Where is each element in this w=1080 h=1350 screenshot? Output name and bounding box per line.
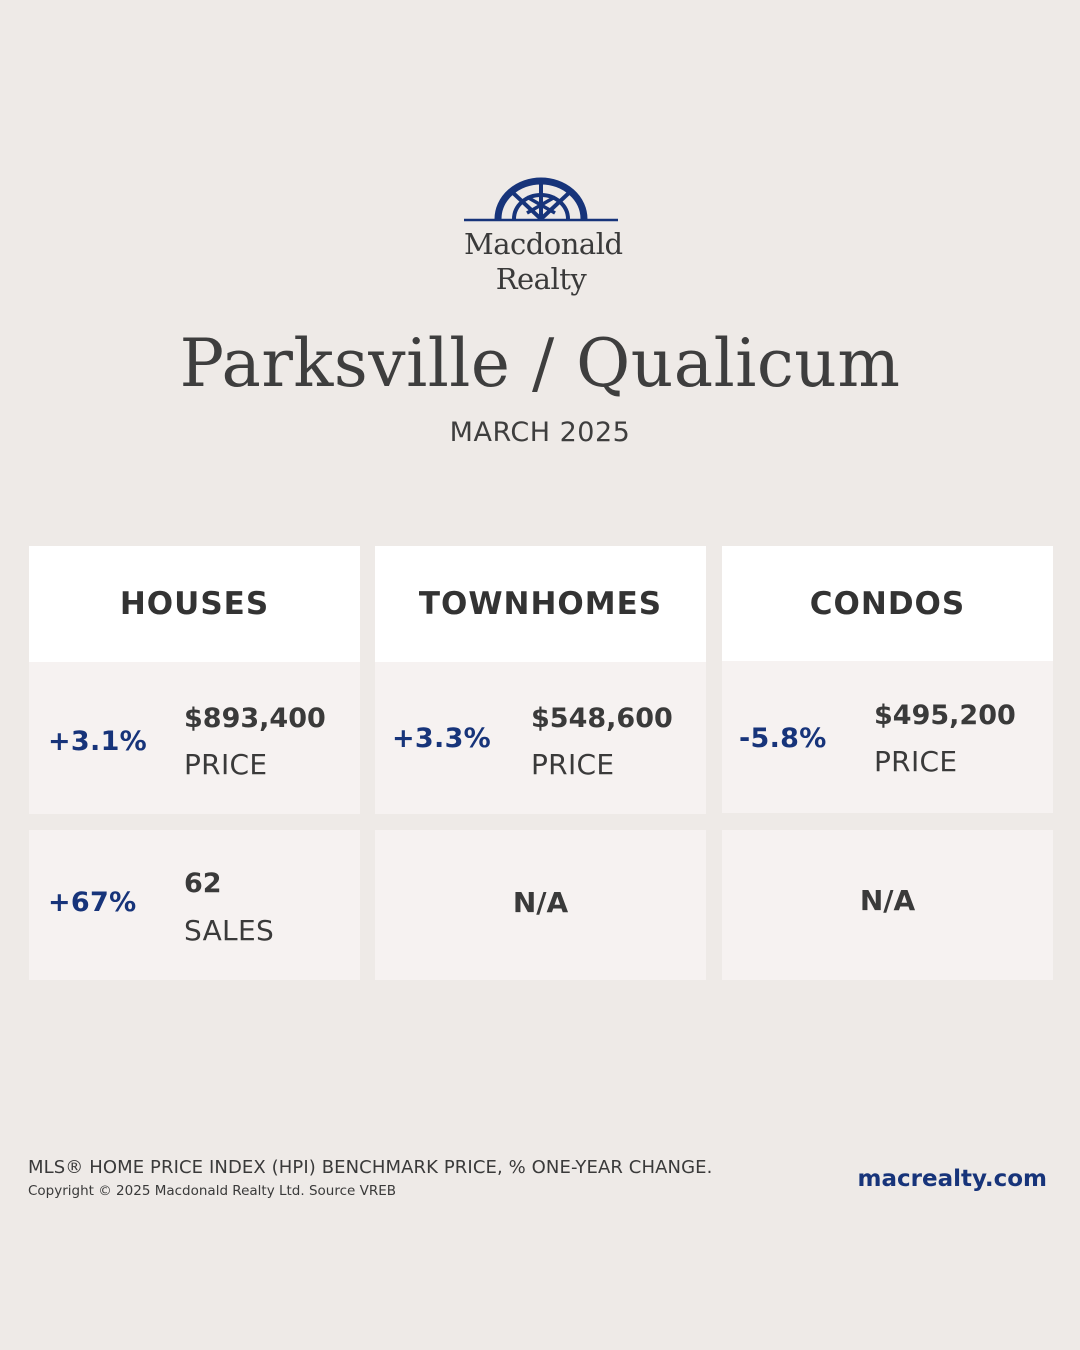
houses-price-label: PRICE [184, 748, 268, 781]
compass-arch-icon [464, 177, 618, 222]
page-subtitle: MARCH 2025 [449, 417, 631, 448]
houses-sales-value: 62 [184, 868, 222, 899]
logo-wordmark-line2: Realty [495, 262, 587, 296]
houses-header: HOUSES [29, 546, 360, 662]
condos-header: CONDOS [722, 546, 1053, 661]
houses-price-cell: +3.1% $893,400 PRICE [29, 662, 360, 814]
townhomes-price-label: PRICE [531, 748, 615, 781]
condos-price-change: -5.8% [739, 723, 827, 754]
townhomes-price-cell: +3.3% $548,600 PRICE [375, 662, 706, 814]
houses-price-change: +3.1% [48, 726, 148, 757]
website-link[interactable]: macrealty.com [857, 1166, 1047, 1192]
condos-price-value: $495,200 [874, 700, 1016, 731]
houses-sales-cell: +67% 62 SALES [29, 830, 360, 980]
copyright: Copyright © 2025 Macdonald Realty Ltd. S… [28, 1183, 397, 1199]
footnote: MLS® HOME PRICE INDEX (HPI) BENCHMARK PR… [28, 1157, 713, 1178]
condos-sales-na: N/A [859, 884, 916, 917]
townhomes-header: TOWNHOMES [375, 546, 706, 662]
townhomes-sales-cell: N/A [375, 830, 706, 980]
houses-sales-label: SALES [184, 914, 275, 947]
houses-sales-change: +67% [48, 887, 137, 918]
page-title: Parksville / Qualicum [179, 325, 901, 402]
townhomes-price-value: $548,600 [531, 703, 673, 734]
macdonald-realty-logo: Macdonald Realty [464, 175, 623, 300]
condos-price-cell: -5.8% $495,200 PRICE [722, 661, 1053, 813]
condos-price-label: PRICE [874, 745, 958, 778]
houses-price-value: $893,400 [184, 703, 326, 734]
townhomes-price-change: +3.3% [392, 723, 492, 754]
townhomes-sales-na: N/A [512, 886, 569, 919]
condos-sales-cell: N/A [722, 830, 1053, 980]
logo-wordmark-line1: Macdonald [464, 227, 623, 261]
